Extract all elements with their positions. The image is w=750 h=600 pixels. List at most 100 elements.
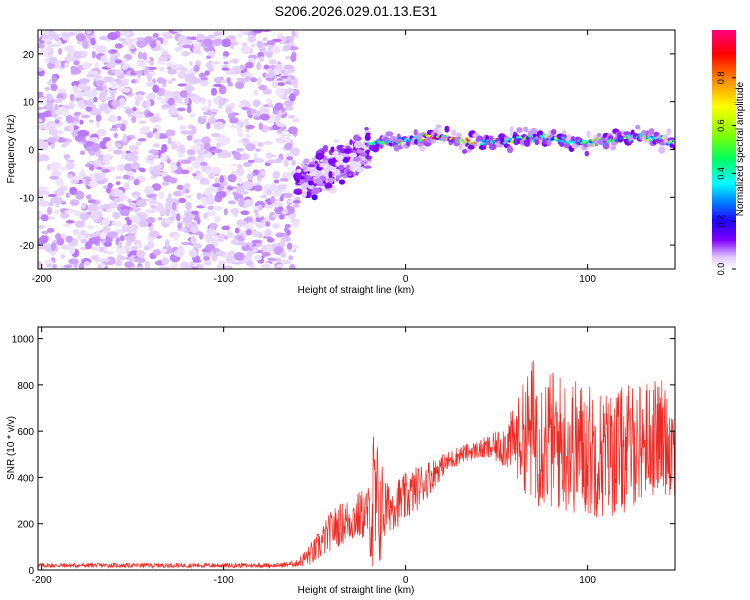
spectrogram-cell — [296, 168, 302, 173]
spectrogram-cell — [259, 195, 268, 199]
spectrogram-cell — [136, 249, 146, 258]
spectrogram-cell — [51, 264, 58, 269]
spectrogram-cell — [38, 42, 45, 49]
spectrogram-cell — [62, 223, 71, 227]
spectrogram-cell — [153, 166, 161, 175]
spectrogram-cell — [38, 140, 45, 148]
spectrogram-cell — [80, 169, 85, 177]
spectrogram-cell — [315, 152, 325, 160]
spectrogram-cell — [116, 115, 122, 121]
spectrogram-cell — [311, 187, 321, 194]
spectrogram-cell — [292, 118, 301, 123]
spectrogram-cell — [200, 78, 209, 87]
spectrogram-cell — [234, 185, 246, 193]
spectrogram-cell — [120, 30, 131, 37]
spectrogram-cell — [218, 104, 223, 109]
spectrogram-cell — [393, 144, 400, 152]
spectrogram-cell — [234, 227, 240, 234]
spectrogram-cell — [212, 183, 221, 188]
spectrogram-cell — [206, 200, 213, 205]
spectrogram-cell — [244, 76, 251, 81]
snr-series-line — [38, 360, 675, 570]
spectrogram-cell — [113, 189, 124, 197]
spectrogram-cell — [236, 167, 245, 177]
spectrogram-cell — [436, 130, 443, 136]
spectrogram-cell — [586, 130, 591, 138]
spectrogram-cell — [253, 184, 263, 192]
spectrogram-cell — [139, 168, 146, 173]
spectrogram-cell — [189, 113, 196, 118]
snr-panel: -200 -100 0 100 0 200 400 600 800 1000 Height of… — [6, 326, 676, 596]
spectrogram-cell — [222, 51, 230, 58]
spectrogram-cell — [127, 198, 132, 204]
spectrogram-cell — [95, 75, 103, 79]
spectrogram-cell — [283, 227, 289, 233]
spectrogram-cell — [48, 56, 58, 64]
spectrogram-cell — [215, 191, 227, 198]
spectrogram-cell — [169, 216, 176, 221]
spectrogram-cell — [47, 206, 52, 215]
spectrogram-cell — [345, 170, 354, 175]
spectrogram-cell — [261, 30, 272, 33]
spectrogram-cell — [245, 228, 253, 236]
spectrogram-cell — [41, 230, 49, 235]
spectrogram-cell — [160, 78, 167, 85]
spectrogram-cell — [292, 221, 299, 228]
spectrogram-cell — [179, 144, 185, 153]
spectrogram-cell — [102, 249, 108, 254]
spectrogram-cell — [221, 38, 232, 48]
spectrogram-cell — [281, 259, 292, 265]
spectrogram-cell — [65, 235, 73, 243]
spectrogram-cell — [281, 96, 289, 100]
spectrogram-cell — [265, 204, 274, 209]
spectrogram-cell — [561, 136, 565, 139]
spectrogram-cell — [131, 246, 138, 251]
spectrogram-cell — [635, 124, 641, 130]
spectrogram-cell — [156, 96, 163, 101]
spectrogram-cell — [90, 255, 98, 261]
spectrogram-cell — [149, 60, 154, 66]
spectrogram-cell — [82, 138, 88, 145]
spectrogram-cell — [276, 122, 286, 127]
spectrogram-cell — [346, 164, 350, 169]
spectrogram-cell — [87, 180, 99, 188]
spectrogram-cell — [38, 186, 48, 191]
snr-x-ticks: -200 -100 0 100 — [32, 327, 596, 586]
spectrogram-cell — [84, 232, 90, 239]
spectrogram-cell — [105, 256, 116, 266]
spectrogram-cell — [530, 127, 538, 135]
spectrogram-cell — [169, 165, 178, 171]
spectrogram-cell — [72, 85, 78, 93]
spectrogram-cell — [276, 82, 286, 87]
colorbar-tick-label: 0.4 — [716, 167, 726, 180]
spectrogram-cell — [87, 203, 98, 212]
spectrogram-cell — [180, 261, 190, 269]
spectrogram-cell — [243, 217, 252, 222]
spectrogram-cell — [142, 52, 147, 61]
spectrogram-cell — [146, 112, 154, 117]
spectrogram-cell — [95, 247, 101, 252]
spectrogram-cell — [192, 259, 202, 263]
spectrogram-cell — [291, 159, 296, 166]
spectrogram-cell — [260, 113, 270, 121]
spectrogram-cell — [240, 210, 250, 216]
spectrogram-cell — [110, 49, 118, 53]
spectrogram-cell — [186, 195, 192, 199]
spectrogram-cell — [173, 234, 179, 241]
spectrogram-cell — [132, 194, 139, 199]
spectrogram-cell — [167, 192, 172, 202]
spectrogram-cell — [318, 163, 326, 168]
spectrogram-cell — [246, 250, 253, 258]
spectrogram-cell — [68, 258, 79, 265]
spectrogram-x-ticks: -200 -100 0 100 — [32, 30, 596, 285]
spectrogram-cell — [198, 72, 207, 79]
spectrogram-cell — [272, 110, 279, 115]
spectrogram-cell — [270, 46, 281, 54]
spectrogram-cell — [640, 130, 648, 137]
spectrogram-cell — [61, 143, 67, 148]
spectrogram-cell — [258, 122, 264, 131]
spectrogram-cell — [115, 181, 121, 186]
spectrogram-cell — [427, 134, 431, 138]
spectrogram-cell — [327, 158, 336, 165]
spectrogram-cell — [658, 146, 666, 154]
